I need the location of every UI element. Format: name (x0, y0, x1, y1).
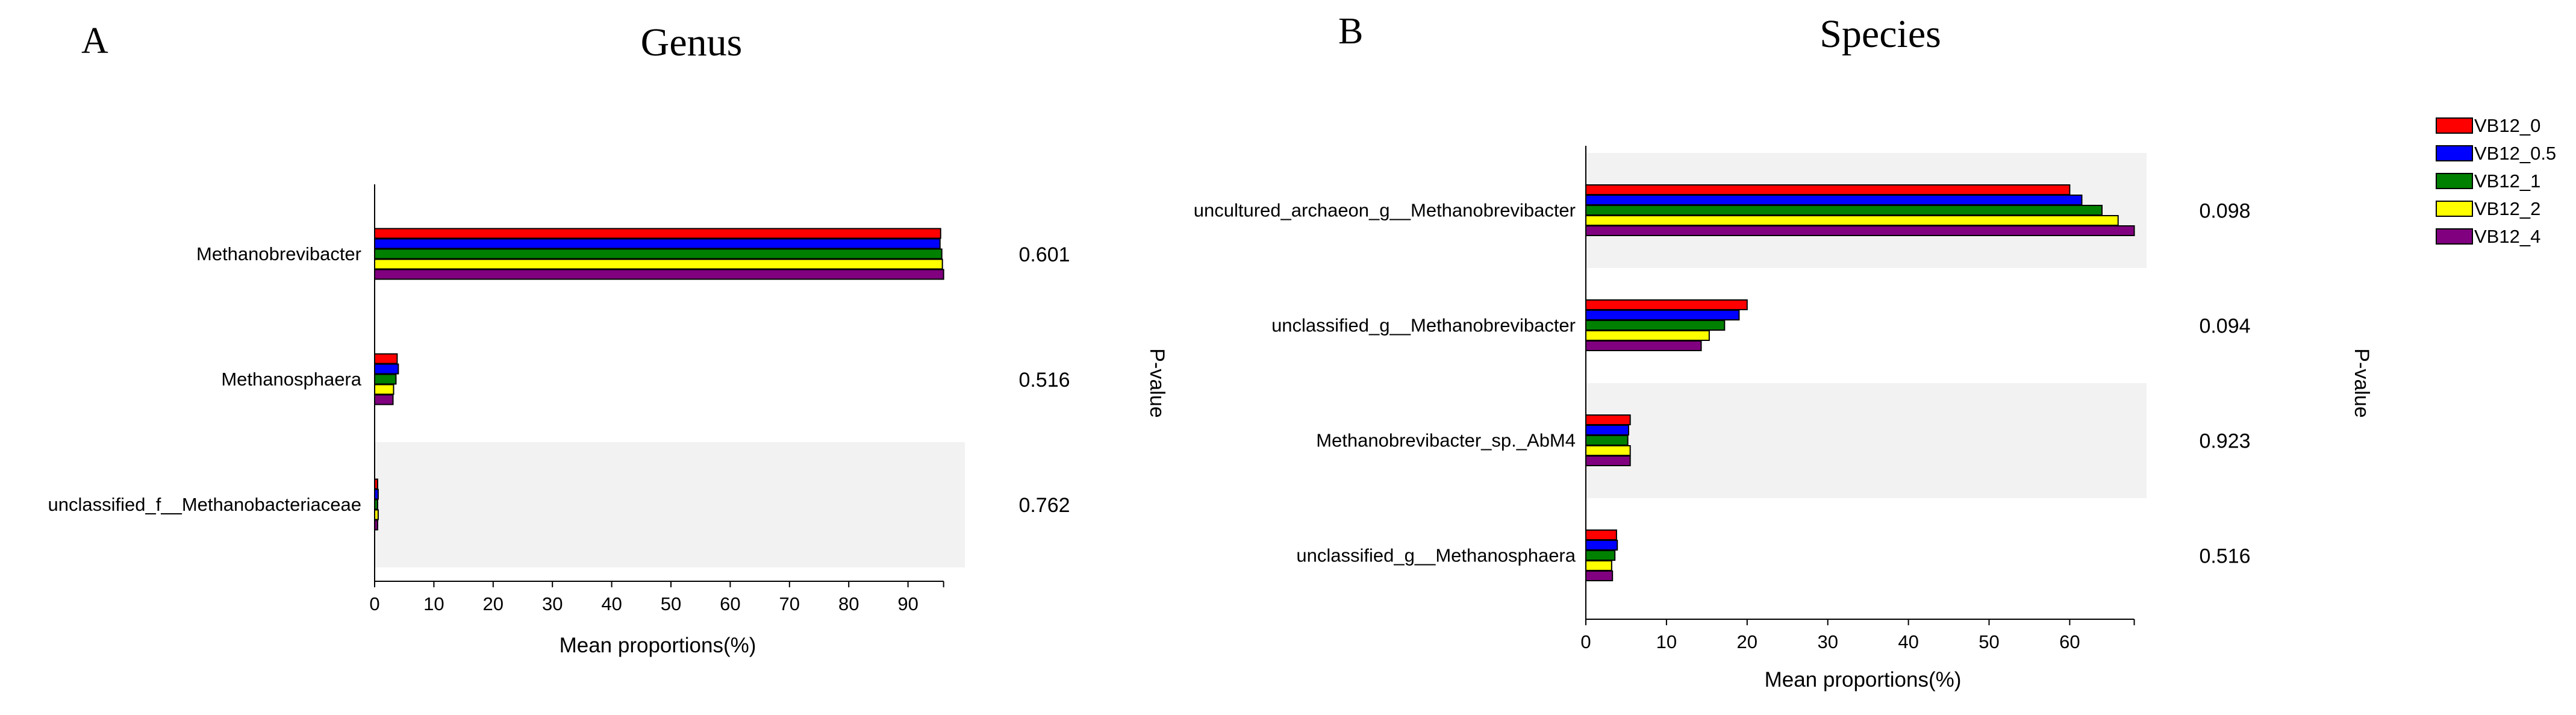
panel-b-plot: uncultured_archaeon_g__Methanobrevibacte… (1194, 146, 2251, 652)
panel-a-xlabel: Mean proportions(%) (560, 634, 756, 657)
bar-vb12_2 (374, 384, 395, 395)
panel-a-title: Genus (641, 20, 743, 64)
panel-a-letter: A (81, 20, 108, 61)
legend-swatch-vb12_2 (2436, 201, 2473, 217)
bar-vb12_0 (374, 228, 941, 239)
bar-vb12_2 (1585, 445, 1631, 456)
x-tick-label: 60 (2059, 631, 2080, 652)
bar-vb12_0-5 (1585, 425, 1629, 436)
x-tick-label: 30 (1817, 631, 1838, 652)
x-tick-label: 0 (1580, 631, 1591, 652)
x-tick-label: 90 (897, 593, 918, 614)
bar-vb12_1 (1585, 435, 1629, 446)
x-tick-label: 10 (423, 593, 444, 614)
bar-vb12_4 (1585, 225, 2135, 236)
legend-swatch-vb12_0 (2436, 117, 2473, 134)
legend-label: VB12_1 (2474, 170, 2540, 192)
category-label: unclassified_f__Methanobacteriaceae (48, 494, 361, 515)
bar-vb12_0 (1585, 414, 1631, 425)
p-value: 0.098 (2199, 200, 2250, 223)
bar-vb12_0-5 (1585, 540, 1618, 551)
x-tick-label: 30 (542, 593, 563, 614)
x-tick-label: 40 (1898, 631, 1918, 652)
p-value: 0.094 (2199, 315, 2250, 338)
bar-vb12_0 (1585, 529, 1617, 540)
bar-vb12_0 (1585, 299, 1748, 310)
bar-vb12_2 (1585, 560, 1612, 571)
x-tick-label: 50 (661, 593, 681, 614)
x-tick-label: 40 (601, 593, 622, 614)
category-label: Methanobrevibacter (196, 243, 361, 264)
x-tick-label: 60 (720, 593, 740, 614)
panel-b-title: Species (1820, 12, 1941, 56)
bar-vb12_1 (1585, 320, 1726, 331)
x-tick-label: 50 (1979, 631, 1999, 652)
bar-vb12_1 (1585, 550, 1616, 561)
bar-vb12_4 (374, 394, 394, 405)
x-tick-label: 20 (483, 593, 504, 614)
x-tick-label: 20 (1737, 631, 1757, 652)
legend-label: VB12_4 (2474, 226, 2540, 247)
legend-swatch-vb12_0-5 (2436, 145, 2473, 161)
panel-a-pvalue-label: P-value (1146, 348, 1168, 417)
bar-vb12_2 (1585, 330, 1710, 341)
legend: VB12_0 VB12_0.5 VB12_1 VB12_2 VB12_4 (2436, 115, 2556, 247)
bar-vb12_4 (1585, 570, 1614, 581)
panel-b-letter: B (1338, 11, 1363, 52)
bar-vb12_0 (374, 353, 398, 364)
legend-label: VB12_0.5 (2474, 143, 2556, 164)
category-label: unclassified_g__Methanosphaera (1296, 545, 1576, 566)
p-value: 0.762 (1018, 494, 1070, 517)
legend-label: VB12_0 (2474, 115, 2540, 136)
x-tick-label: 0 (369, 593, 379, 614)
legend-label: VB12_2 (2474, 198, 2540, 219)
bar-vb12_0-5 (1585, 195, 2083, 205)
panel-a-plot: Methanobrevibacter 0.601 Methanosphaera 0.5… (48, 184, 1070, 614)
bar-vb12_4 (1585, 340, 1702, 351)
row-band (375, 442, 965, 567)
x-tick-label: 10 (1656, 631, 1677, 652)
category-label: Methanobrevibacter_sp._AbM4 (1316, 430, 1576, 451)
p-value: 0.601 (1018, 243, 1070, 266)
x-tick-label: 80 (838, 593, 859, 614)
panel-b-pvalue-label: P-value (2350, 348, 2373, 417)
category-label: uncultured_archaeon_g__Methanobrevibacte… (1194, 200, 1576, 221)
row-band (1586, 383, 2147, 498)
p-value: 0.516 (1018, 369, 1070, 392)
bar-vb12_2 (1585, 215, 2119, 226)
bar-vb12_1 (374, 248, 943, 260)
category-label: unclassified_g__Methanobrevibacter (1271, 315, 1576, 336)
bar-vb12_0 (1585, 184, 2071, 195)
x-tick-label: 70 (779, 593, 800, 614)
bar-vb12_1 (1585, 205, 2103, 216)
bar-vb12_4 (374, 269, 944, 280)
bar-vb12_0-5 (374, 363, 399, 375)
category-label: Methanosphaera (221, 369, 361, 390)
p-value: 0.923 (2199, 430, 2250, 453)
panel-b-xlabel: Mean proportions(%) (1765, 668, 1962, 692)
bar-vb12_4 (1585, 455, 1631, 466)
bar-vb12_0-5 (374, 238, 941, 249)
bar-vb12_0-5 (1585, 310, 1740, 320)
legend-swatch-vb12_4 (2436, 228, 2473, 245)
bar-vb12_2 (374, 258, 943, 270)
legend-swatch-vb12_1 (2436, 173, 2473, 189)
bar-vb12_1 (374, 373, 397, 385)
p-value: 0.516 (2199, 545, 2250, 568)
